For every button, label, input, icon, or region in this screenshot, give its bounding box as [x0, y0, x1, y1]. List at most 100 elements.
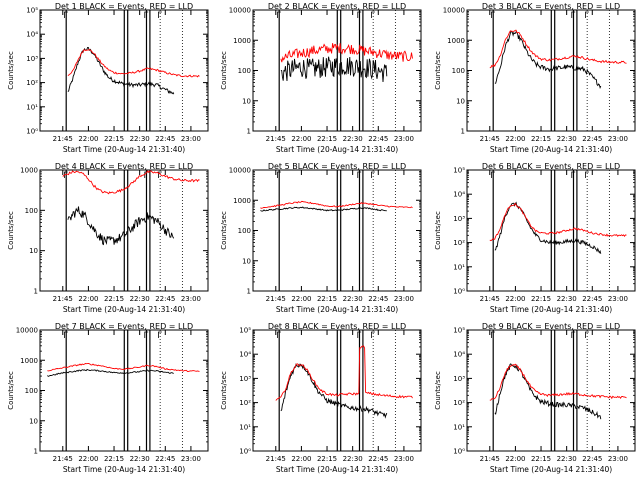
x-tick-label: 21:45 — [266, 295, 286, 303]
x-tick-label: 22:15 — [104, 455, 124, 463]
x-tick-label: 22:30 — [130, 295, 150, 303]
y-axis-label: Counts/sec — [434, 371, 442, 410]
y-tick-label: 10⁴ — [453, 191, 465, 199]
y-tick-label: 1 — [461, 128, 465, 136]
x-tick-label: 22:00 — [505, 295, 525, 303]
panel-det-4: Det 4 BLACK = Events, RED = LLD Counts/se… — [7, 162, 209, 314]
y-tick-label: 100 — [452, 67, 465, 75]
series-events-line — [47, 368, 174, 377]
x-axis-label: Start Time (20-Aug-14 21:31:40) — [276, 145, 398, 154]
y-tick-label: 10³ — [239, 375, 251, 383]
y-tick-label: 10² — [239, 399, 251, 407]
series-lld-line — [47, 363, 200, 372]
series-lld-line — [280, 43, 413, 63]
series-lld-line — [67, 48, 200, 78]
series-lld-line — [275, 345, 413, 401]
y-tick-label: 10000 — [16, 327, 38, 335]
x-tick-label: 21:45 — [53, 455, 73, 463]
y-tick-label: 10 — [242, 257, 251, 265]
x-tick-label: 23:00 — [394, 135, 414, 143]
panel-det-6: Det 6 BLACK = Events, RED = LLD Counts/se… — [434, 162, 636, 314]
y-tick-label: 10 — [456, 97, 465, 105]
panel-det-3: Det 3 BLACK = Events, RED = LLD Counts/se… — [434, 2, 636, 154]
y-tick-label: 100 — [238, 67, 251, 75]
x-tick-label: 22:45 — [155, 455, 175, 463]
series-events-line — [494, 363, 602, 420]
x-axis-label: Start Time (20-Aug-14 21:31:40) — [63, 465, 185, 474]
y-tick-label: 10 — [29, 247, 38, 255]
x-axis-label: Start Time (20-Aug-14 21:31:40) — [490, 305, 612, 314]
x-tick-label: 23:00 — [394, 455, 414, 463]
series-events-line — [67, 46, 175, 95]
x-tick-label: 22:45 — [582, 455, 602, 463]
panel-title: Det 7 BLACK = Events, RED = LLD — [55, 322, 193, 331]
x-tick-label: 22:30 — [557, 295, 577, 303]
y-tick-label: 10² — [26, 79, 38, 87]
x-tick-label: 22:00 — [291, 455, 311, 463]
x-tick-label: 22:45 — [155, 135, 175, 143]
y-tick-label: 10² — [453, 399, 465, 407]
y-tick-label: 1000 — [20, 167, 38, 175]
x-tick-label: 22:15 — [317, 295, 337, 303]
panel-det-7: Det 7 BLACK = Events, RED = LLD Counts/se… — [7, 322, 209, 474]
x-tick-label: 22:15 — [317, 455, 337, 463]
series-lld-line — [260, 200, 413, 209]
y-tick-label: 1000 — [233, 197, 251, 205]
y-tick-label: 10³ — [453, 215, 465, 223]
y-tick-label: 10³ — [26, 55, 38, 63]
x-tick-label: 22:45 — [582, 295, 602, 303]
y-tick-label: 10⁵ — [453, 327, 465, 335]
y-axis-label: Counts/sec — [7, 211, 15, 250]
y-tick-label: 100 — [25, 207, 38, 215]
x-tick-label: 22:00 — [291, 295, 311, 303]
series-lld-line — [62, 170, 200, 195]
panel-title: Det 1 BLACK = Events, RED = LLD — [55, 2, 193, 11]
x-tick-label: 21:45 — [53, 295, 73, 303]
y-tick-label: 10⁰ — [26, 128, 38, 136]
x-tick-label: 22:30 — [557, 135, 577, 143]
x-tick-label: 22:00 — [291, 135, 311, 143]
y-tick-label: 10¹ — [453, 263, 465, 271]
x-tick-label: 21:45 — [480, 455, 500, 463]
x-axis-label: Start Time (20-Aug-14 21:31:40) — [276, 465, 398, 474]
series-events-line — [67, 206, 175, 246]
x-tick-label: 21:45 — [480, 135, 500, 143]
plot-frame — [466, 169, 636, 292]
x-axis-label: Start Time (20-Aug-14 21:31:40) — [63, 305, 185, 314]
x-tick-label: 22:15 — [531, 295, 551, 303]
y-tick-label: 1 — [247, 288, 251, 296]
x-tick-label: 22:30 — [557, 455, 577, 463]
x-tick-label: 23:00 — [181, 135, 201, 143]
y-tick-label: 10⁴ — [453, 351, 465, 359]
y-tick-label: 100 — [25, 387, 38, 395]
x-tick-label: 22:00 — [78, 455, 98, 463]
x-tick-label: 22:00 — [78, 295, 98, 303]
plot-frame — [39, 329, 209, 452]
x-tick-label: 22:30 — [343, 455, 363, 463]
y-tick-label: 10⁰ — [453, 288, 465, 296]
plot-frame — [252, 329, 422, 452]
y-tick-label: 1 — [34, 448, 38, 456]
y-tick-label: 1 — [247, 128, 251, 136]
y-tick-label: 10⁵ — [239, 327, 251, 335]
y-tick-label: 10⁰ — [239, 448, 251, 456]
y-tick-label: 10⁰ — [453, 448, 465, 456]
panel-title: Det 2 BLACK = Events, RED = LLD — [268, 2, 406, 11]
plot-frame — [466, 329, 636, 452]
x-axis-label: Start Time (20-Aug-14 21:31:40) — [63, 145, 185, 154]
y-axis-label: Counts/sec — [220, 211, 228, 250]
y-axis-label: Counts/sec — [220, 371, 228, 410]
panel-title: Det 5 BLACK = Events, RED = LLD — [268, 162, 406, 171]
plot-frame — [39, 169, 209, 292]
series-events-line — [494, 201, 602, 254]
y-tick-label: 10¹ — [453, 423, 465, 431]
plot-frame — [466, 9, 636, 132]
x-tick-label: 23:00 — [394, 295, 414, 303]
series-lld-line — [489, 29, 627, 69]
x-tick-label: 22:15 — [317, 135, 337, 143]
x-tick-label: 22:30 — [130, 135, 150, 143]
x-tick-label: 22:00 — [78, 135, 98, 143]
x-tick-label: 22:15 — [104, 295, 124, 303]
y-axis-label: Counts/sec — [220, 51, 228, 90]
